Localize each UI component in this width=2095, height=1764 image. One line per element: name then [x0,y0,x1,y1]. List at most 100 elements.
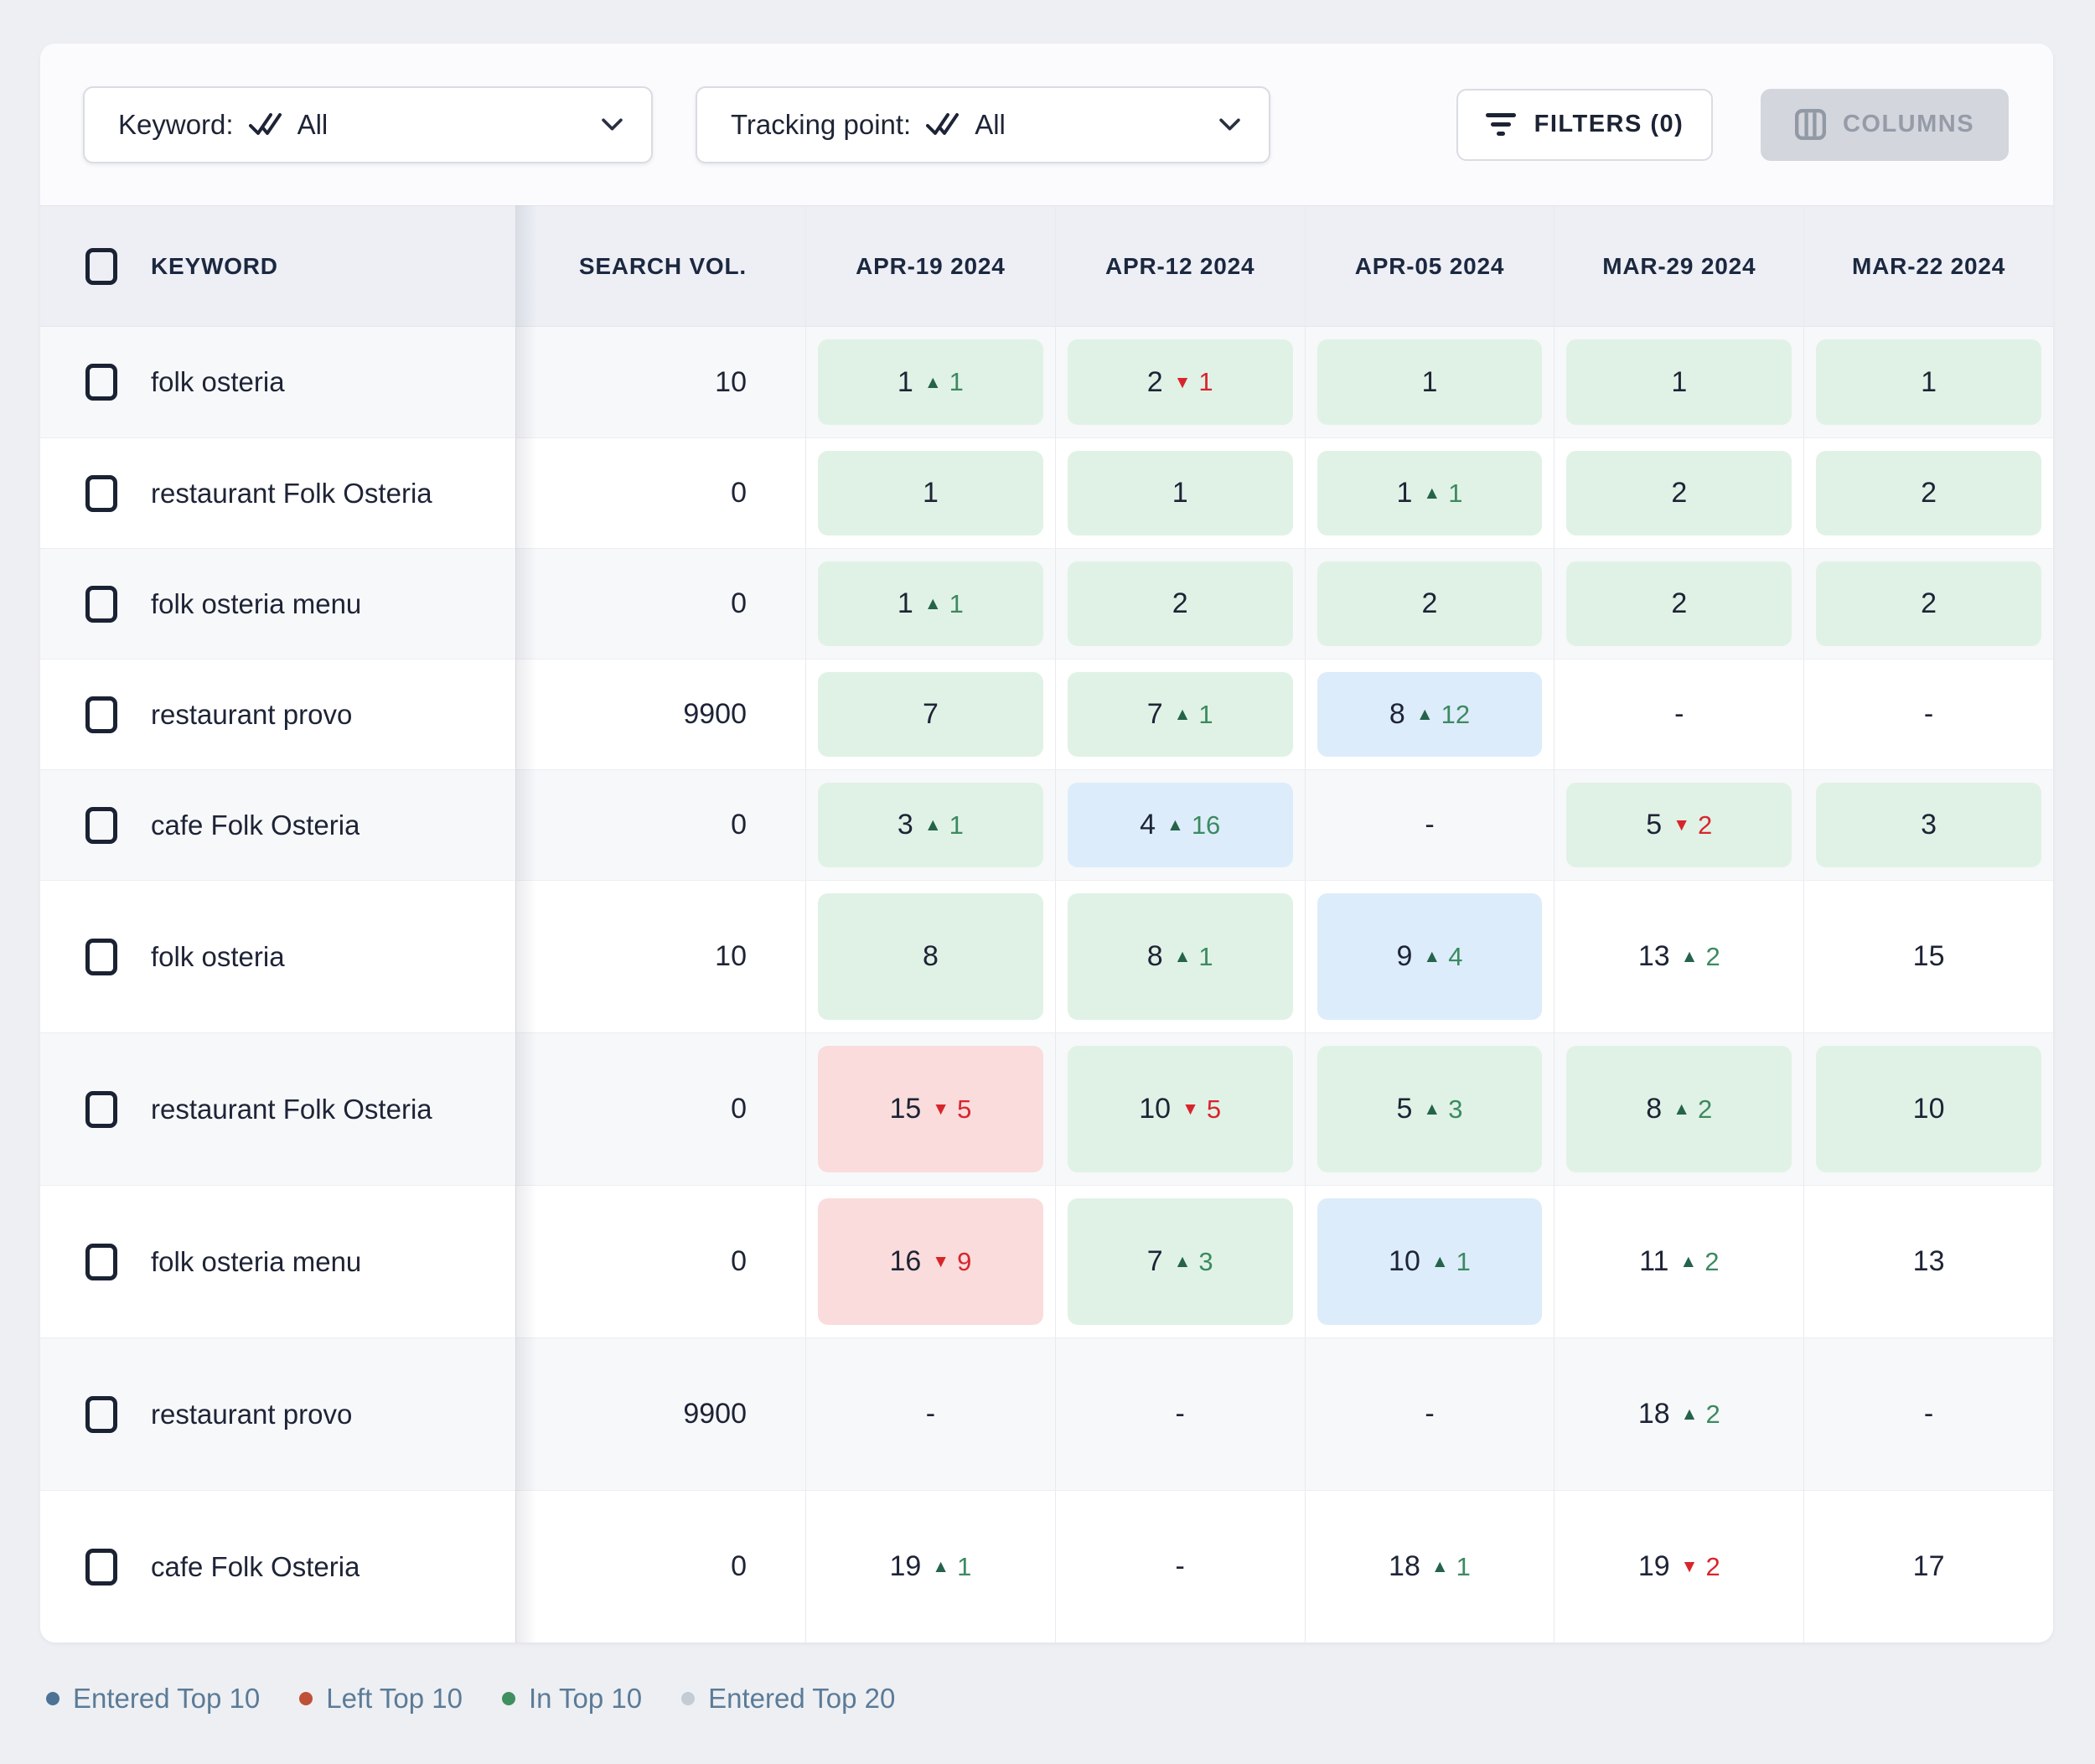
rank-change-value: 5 [957,1094,972,1124]
rank-cell: 10 ▼ 5 [1054,1033,1305,1185]
filters-button[interactable]: FILTERS (0) [1456,88,1713,161]
keyword-cell: folk osteria [40,881,515,1032]
rank-cell: 17 [1803,1491,2053,1642]
triangle-up-icon: ▲ [923,594,942,613]
table-row: folk osteria menu 0 16 ▼ 9 7 ▲ 3 10 ▲ 1 11 ▲ 2 13 [40,1185,2053,1337]
rank-value: 13 [1637,940,1670,972]
rank-value: 1 [897,587,913,619]
search-volume-value: 0 [731,1245,747,1277]
triangle-down-icon: ▼ [932,1252,950,1271]
rank-cell: 8 [805,881,1055,1032]
rank-cell: 1 [1803,327,2053,437]
toolbar-actions: FILTERS (0) COLUMNS [1456,88,2009,161]
date-column-header-label: APR-05 2024 [1354,252,1505,279]
columns-button[interactable]: COLUMNS [1761,88,2009,161]
rank-value: - [1175,1550,1185,1582]
table-row: cafe Folk Osteria 0 19 ▲ 1-18 ▲ 1 19 ▼ 2 17 [40,1490,2053,1642]
search-volume-column-header: SEARCH VOL. [515,206,805,326]
row-checkbox[interactable] [85,1548,117,1586]
rank-value: 3 [1921,809,1937,841]
rank-pill: - [818,1351,1043,1477]
rank-cell: 7 [805,660,1055,769]
rank-cell: 1 [1554,327,1803,437]
rank-pill: 7 ▲ 3 [1067,1198,1293,1325]
legend-label: Entered Top 20 [708,1683,896,1714]
search-volume-value: 0 [731,1550,747,1582]
rank-pill: 5 ▼ 2 [1566,783,1792,867]
tracking-point-filter-dropdown[interactable]: Tracking point: All [696,85,1270,163]
rank-cell: - [1803,1338,2053,1490]
rank-change-down: ▼ 1 [1174,367,1213,397]
rank-change-value: 2 [1705,1551,1720,1581]
row-checkbox[interactable] [85,1243,117,1280]
rank-change-value: 1 [949,367,964,396]
rank-cell: 13 [1803,1186,2053,1337]
rank-cell: 3 ▲ 1 [805,770,1055,880]
rank-pill: 1 ▲ 1 [818,561,1043,646]
rank-change-value: 1 [1456,1246,1471,1276]
rank-cell: - [1054,1338,1305,1490]
table-row: folk osteria 10 8 8 ▲ 1 9 ▲ 4 13 ▲ 2 15 [40,880,2053,1032]
rank-cell: 1 ▲ 1 [805,549,1055,659]
rank-change-up: ▲ 3 [1174,1247,1213,1277]
row-checkbox[interactable] [85,1090,117,1128]
keyword-filter-dropdown[interactable]: Keyword: All [83,85,653,163]
date-column-header-label: MAR-29 2024 [1602,252,1756,279]
rank-cell: 5 ▲ 3 [1304,1033,1554,1185]
rank-cell: 7 ▲ 3 [1054,1186,1305,1337]
date-column-header: APR-12 2024 [1054,206,1305,326]
rank-pill: - [1566,672,1792,757]
row-checkbox[interactable] [85,806,117,844]
rank-change-value: 1 [949,588,964,618]
search-volume-value: 9900 [683,698,747,730]
rank-value: 16 [889,1245,922,1277]
triangle-down-icon: ▼ [1182,1099,1199,1119]
rank-cell: 13 ▲ 2 [1554,881,1803,1032]
rank-value: 7 [922,698,939,730]
rank-pill: 9 ▲ 4 [1316,893,1543,1020]
rank-pill: 2 [1566,561,1792,646]
select-all-checkbox[interactable] [85,247,117,285]
rank-change-value: 4 [1448,941,1463,971]
rank-cell: 10 [1803,1033,2053,1185]
columns-button-label: COLUMNS [1842,111,1975,137]
row-checkbox[interactable] [85,1395,117,1433]
rank-change-up: ▲ 2 [1681,942,1720,972]
keyword-column-header-label: KEYWORD [151,252,278,279]
rank-value: - [1425,1398,1435,1430]
rank-pill: 1 [1316,339,1543,425]
rank-cell: 18 ▲ 2 [1554,1338,1803,1490]
rank-pill: 3 [1816,783,2041,867]
keyword-label: restaurant provo [151,1398,353,1430]
triangle-up-icon: ▲ [1173,947,1192,966]
rank-cell: 2 ▼ 1 [1054,327,1305,437]
rank-cell: 2 [1304,549,1554,659]
row-checkbox[interactable] [85,585,117,623]
rank-table: KEYWORD SEARCH VOL. APR-19 2024 APR-12 20… [40,205,2053,1642]
rank-value: 18 [1389,1550,1420,1582]
rank-cell: 1 ▲ 1 [1304,438,1554,548]
legend-item: Left Top 10 [299,1683,463,1715]
triangle-up-icon: ▲ [1430,1252,1449,1271]
rank-pill: 2 [1067,561,1293,646]
keyword-label: folk osteria menu [151,1245,362,1277]
search-volume-cell: 9900 [515,660,805,769]
rank-pill: 17 [1816,1503,2041,1630]
date-column-header: APR-05 2024 [1304,206,1554,326]
rank-cell: 18 ▲ 1 [1304,1491,1554,1642]
legend-dot-icon [46,1692,59,1705]
keyword-filter-label: Keyword: [118,108,234,140]
row-checkbox[interactable] [85,474,117,512]
table-body: folk osteria 10 1 ▲ 1 2 ▼ 1 1 1 1 restaurant Folk O… [40,327,2053,1642]
double-check-icon [248,112,282,137]
row-checkbox[interactable] [85,364,117,401]
search-volume-value: 0 [731,1093,747,1125]
row-checkbox[interactable] [85,938,117,975]
rank-change-value: 3 [1448,1094,1463,1124]
rank-cell: 10 ▲ 1 [1304,1186,1554,1337]
rank-change-value: 16 [1191,810,1221,840]
search-volume-value: 10 [715,940,747,972]
row-checkbox[interactable] [85,696,117,733]
keyword-label: cafe Folk Osteria [151,809,360,841]
rank-cell: - [805,1338,1055,1490]
